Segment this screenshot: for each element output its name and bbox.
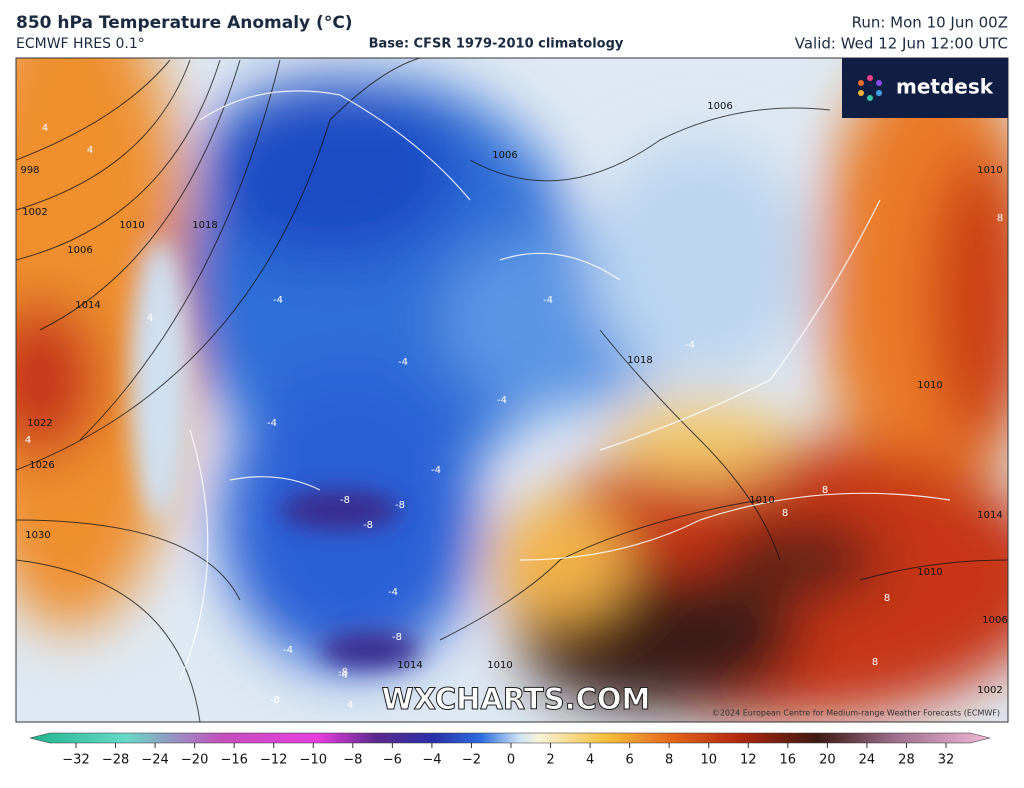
anomaly-label: 4 xyxy=(147,313,153,324)
isobar-label: 1006 xyxy=(707,101,732,112)
copyright: ©2024 European Centre for Medium-range W… xyxy=(712,709,1000,718)
isobar-label: 1010 xyxy=(917,380,942,391)
isobar-label: 1006 xyxy=(982,615,1007,626)
colorbar-label: −2 xyxy=(462,753,481,768)
colorbar xyxy=(29,732,991,744)
title: 850 hPa Temperature Anomaly (°C) xyxy=(16,13,353,33)
valid: Valid: Wed 12 Jun 12:00 UTC xyxy=(795,35,1008,53)
anomaly-label: -8 xyxy=(338,667,348,678)
anomaly-label: 8 xyxy=(822,485,828,496)
isobar-label: 1006 xyxy=(67,245,92,256)
anomaly-label: 4 xyxy=(25,435,31,446)
isobar-label: 998 xyxy=(20,165,39,176)
anomaly-label: 8 xyxy=(872,657,878,668)
anomaly-label: -4 xyxy=(398,357,408,368)
anomaly-label: -4 xyxy=(338,670,348,681)
anomaly-label: -4 xyxy=(267,418,277,429)
anomaly-label: 4 xyxy=(42,123,48,134)
anomaly-label: 4 xyxy=(87,145,93,156)
anomaly-label: -4 xyxy=(497,395,507,406)
isobar-label: 1010 xyxy=(749,495,774,506)
isobar-label: 1018 xyxy=(192,220,217,231)
colorbar-label: 4 xyxy=(586,753,594,768)
anomaly-label: -4 xyxy=(543,295,553,306)
model: ECMWF HRES 0.1° xyxy=(16,36,145,52)
anomaly-label: -4 xyxy=(685,340,695,351)
isobar-label: 1014 xyxy=(75,300,100,311)
colorbar-label: −10 xyxy=(300,753,327,768)
colorbar-label: −20 xyxy=(181,753,208,768)
colorbar-label: 2 xyxy=(546,753,554,768)
isobar-label: 1022 xyxy=(27,418,52,429)
anomaly-label: -8 xyxy=(270,695,280,706)
isobar-label: 1010 xyxy=(487,660,512,671)
isobar-label: 1014 xyxy=(977,510,1002,521)
map-frame xyxy=(15,57,1009,723)
colorbar-label: −32 xyxy=(62,753,89,768)
colorbar-label: 10 xyxy=(700,753,717,768)
logo-text: metdesk xyxy=(896,75,994,99)
colorbar-label: −8 xyxy=(343,753,362,768)
anomaly-field xyxy=(16,58,1008,722)
colorbar-label: 32 xyxy=(938,753,955,768)
colorbar-label: 20 xyxy=(819,753,836,768)
colorbar-label: 6 xyxy=(625,753,633,768)
colorbar-label: −28 xyxy=(102,753,129,768)
colorbar-label: 0 xyxy=(507,753,515,768)
isobar-label: 1006 xyxy=(492,150,517,161)
isobar-label: 1002 xyxy=(977,685,1002,696)
colorbar-label: 24 xyxy=(859,753,876,768)
anomaly-label: -4 xyxy=(273,295,283,306)
colorbar-label: 16 xyxy=(780,753,797,768)
run: Run: Mon 10 Jun 00Z xyxy=(852,14,1008,32)
watermark: WXCHARTS.COM xyxy=(382,682,651,716)
anomaly-label: -8 xyxy=(392,632,402,643)
colorbar-label: −6 xyxy=(383,753,402,768)
isobar-label: 1030 xyxy=(25,530,50,541)
isobar-label: 1018 xyxy=(627,355,652,366)
anomaly-label: 8 xyxy=(997,213,1003,224)
logo-box xyxy=(842,58,1008,118)
colorbar-label: −16 xyxy=(220,753,247,768)
colorbar-label: −12 xyxy=(260,753,287,768)
anomaly-label: -4 xyxy=(388,587,398,598)
anomaly-label: -4 xyxy=(283,645,293,656)
anomaly-label: -8 xyxy=(395,500,405,511)
colorbar-label: 8 xyxy=(665,753,673,768)
isobar-label: 1010 xyxy=(119,220,144,231)
isobar-label: 1014 xyxy=(397,660,422,671)
logo-icon xyxy=(858,75,882,101)
isobar-label: 1010 xyxy=(977,165,1002,176)
isobar-label: 1010 xyxy=(917,567,942,578)
anomaly-label: -8 xyxy=(340,495,350,506)
colorbar-label: −24 xyxy=(141,753,168,768)
isobar-label: 1026 xyxy=(29,460,54,471)
base: Base: CFSR 1979-2010 climatology xyxy=(369,37,624,52)
colorbar-label: 28 xyxy=(898,753,915,768)
colorbar-label: 12 xyxy=(740,753,757,768)
anomaly-label: 4 xyxy=(347,700,353,711)
isobar-label: 1002 xyxy=(22,207,47,218)
anomaly-label: -8 xyxy=(363,520,373,531)
colorbar-label: −4 xyxy=(422,753,441,768)
anomaly-label: 8 xyxy=(782,508,788,519)
anomaly-label: -4 xyxy=(431,465,441,476)
anomaly-label: 8 xyxy=(884,593,890,604)
